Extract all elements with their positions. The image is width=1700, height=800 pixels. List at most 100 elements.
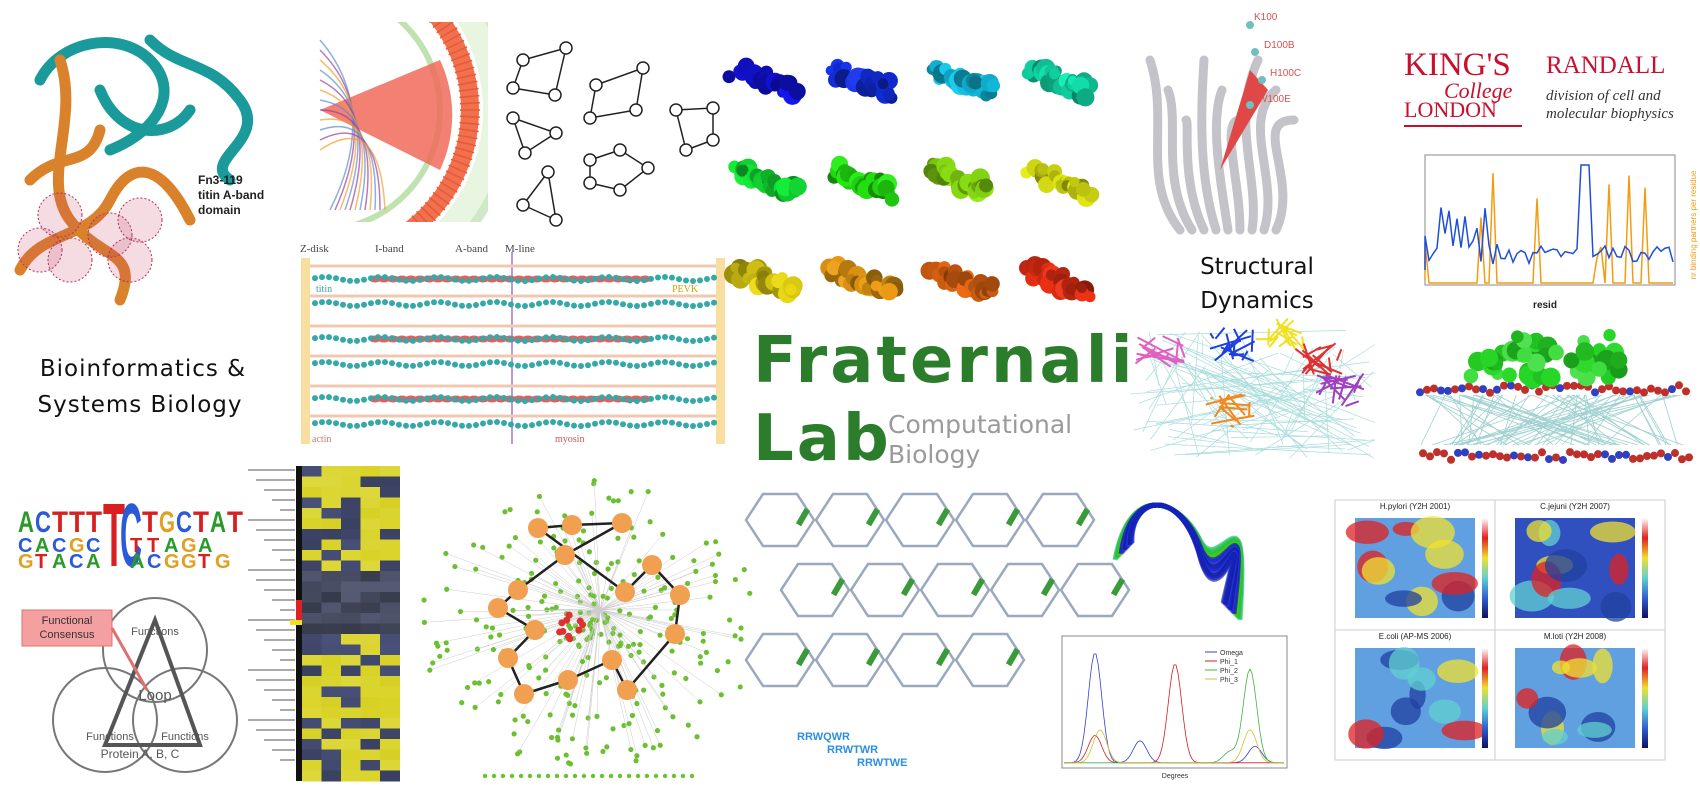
network-edge: [599, 609, 707, 653]
peptide-stick: [1294, 348, 1321, 369]
heat-cell: [341, 718, 361, 729]
network-node: [536, 493, 543, 500]
heat-cell: [302, 613, 322, 624]
head-group: [1685, 453, 1693, 462]
network-node: [608, 773, 614, 779]
actin-bead: [361, 396, 367, 403]
network-node: [502, 509, 508, 515]
actin-bead: [319, 334, 325, 341]
heat-cell: [380, 571, 400, 582]
actin-bead: [543, 394, 549, 401]
actin-bead: [515, 422, 521, 429]
cage-cell: [919, 562, 991, 618]
peptide-stick: [1337, 375, 1341, 379]
heatmap-region: [1441, 720, 1488, 741]
actin-bead: [585, 302, 591, 309]
venn-label: Functions: [161, 731, 209, 743]
actin-bead: [452, 276, 458, 283]
actin-bead: [683, 362, 689, 369]
heatmap-region: [1390, 697, 1421, 726]
lipid: [1150, 408, 1289, 451]
actin-bead: [662, 419, 668, 426]
actin-bead: [494, 419, 500, 426]
graph-node: [516, 53, 530, 67]
network-node: [525, 604, 531, 611]
heat-cell: [380, 707, 400, 719]
network-node: [628, 746, 634, 753]
lipid-tail: [1430, 394, 1486, 446]
graph-node: [548, 88, 562, 102]
logo-letter: C: [86, 535, 100, 557]
protein-label: domain: [198, 203, 241, 217]
heat-cell: [321, 739, 342, 750]
network-node: [563, 773, 569, 779]
lipid: [1146, 361, 1370, 392]
network-node: [718, 692, 724, 698]
lipid: [1223, 378, 1361, 434]
network-node: [562, 538, 568, 544]
network-edge: [528, 609, 601, 617]
actin-bead: [592, 335, 598, 342]
actin-bead: [634, 362, 640, 369]
heat-cell: [302, 581, 322, 593]
network-node: [642, 742, 648, 748]
actin-bead: [641, 277, 647, 284]
heat-cell: [302, 739, 322, 750]
actin-bead: [585, 422, 591, 429]
actin-bead: [697, 422, 703, 429]
network-node: [641, 588, 647, 594]
heat-cell: [302, 655, 322, 666]
network-node: [634, 700, 640, 707]
actin-bead: [389, 300, 395, 307]
logo-letter: T: [69, 506, 85, 539]
randall-description: division of cell and: [1546, 88, 1661, 104]
heat-cell: [341, 466, 361, 477]
actin-bead: [522, 302, 528, 309]
lipid: [1282, 351, 1295, 376]
network-node: [443, 550, 449, 557]
heat-cell: [341, 571, 361, 582]
heat-cell: [380, 644, 400, 656]
circos-tick: [454, 66, 475, 74]
surface-blob: [984, 276, 1000, 292]
cage-cell: [884, 632, 956, 688]
network-node: [594, 713, 600, 719]
peptide-stick: [1275, 318, 1292, 347]
heatmap-region: [1361, 557, 1396, 585]
lipid: [1242, 339, 1284, 444]
actin-bead: [571, 337, 577, 344]
head-group: [1507, 381, 1515, 390]
heat-cell: [321, 760, 342, 771]
beta-strand: [970, 577, 986, 597]
actin-bead: [361, 336, 367, 343]
logo-letter: T: [198, 551, 210, 573]
network-node: [567, 625, 574, 631]
heatmap-region: [1592, 648, 1613, 684]
network-node: [512, 717, 518, 723]
actin-bead: [347, 277, 353, 284]
network-edge: [585, 609, 601, 748]
actin-bead: [375, 394, 381, 401]
actin-bead: [648, 420, 654, 427]
actin-bead: [536, 335, 542, 342]
actin-bead: [333, 275, 339, 282]
actin-bead: [522, 422, 528, 429]
network-node: [630, 641, 637, 647]
colorbar: [1482, 518, 1488, 618]
peptide-stick: [1220, 346, 1255, 362]
heat-cell: [302, 676, 322, 687]
actin-bead: [319, 419, 325, 426]
lipid: [1152, 359, 1288, 412]
protein-surface: [1501, 367, 1517, 383]
network-node: [593, 559, 600, 566]
actin-bead: [613, 359, 619, 366]
graph-edge: [512, 117, 557, 134]
circos-tick: [432, 191, 450, 205]
heat-cell: [380, 476, 400, 488]
hub-edge: [537, 526, 626, 594]
actin-bead: [613, 419, 619, 426]
actin-bead: [340, 301, 346, 308]
actin-bead: [690, 422, 696, 429]
protein-surface: [1479, 348, 1499, 367]
circos-link: [319, 132, 381, 211]
